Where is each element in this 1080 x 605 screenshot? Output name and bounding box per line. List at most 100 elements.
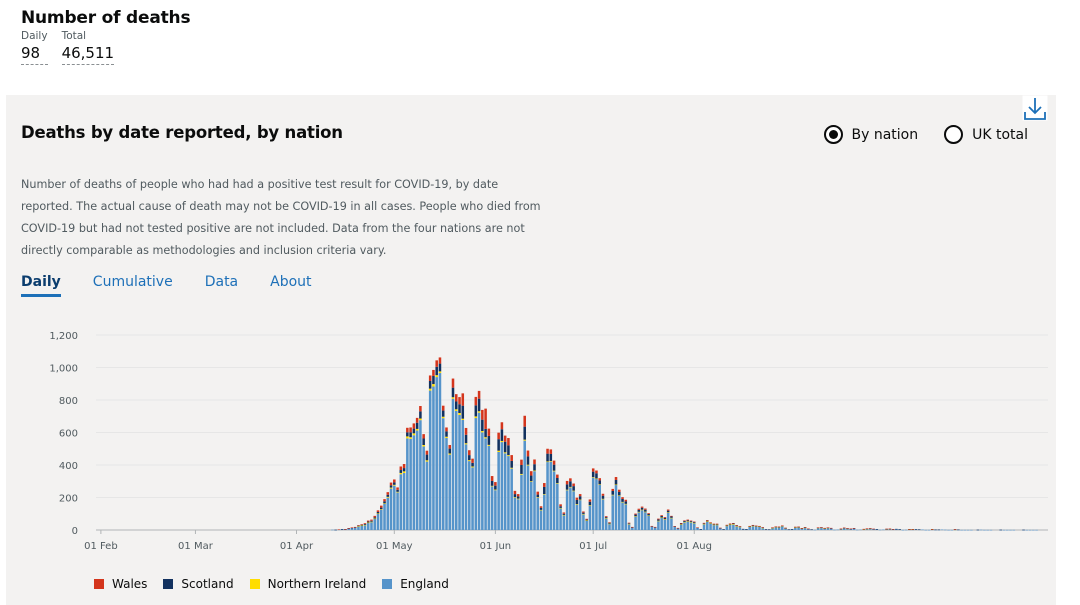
bar-segment-england bbox=[415, 430, 419, 530]
bar-segment-england bbox=[373, 518, 377, 531]
bar-segment-england bbox=[709, 523, 712, 530]
legend-label-wales: Wales bbox=[112, 577, 148, 591]
bar-segment-england bbox=[510, 468, 513, 530]
bar-segment-england bbox=[774, 527, 778, 530]
bar-segment-england bbox=[419, 420, 422, 530]
bar-segment-england bbox=[803, 527, 807, 530]
bar-segment-wales bbox=[624, 499, 628, 502]
tab-about[interactable]: About bbox=[270, 274, 312, 290]
bar-segment-scotland bbox=[725, 525, 729, 526]
bar-segment-wales bbox=[344, 529, 347, 530]
bar-segment-england bbox=[647, 515, 650, 530]
bar-segment-wales bbox=[363, 523, 367, 524]
bar-segment-scotland bbox=[699, 529, 703, 530]
bar-segment-wales bbox=[458, 397, 461, 405]
bar-segment-wales bbox=[888, 528, 892, 530]
bar-segment-wales bbox=[451, 378, 455, 388]
legend-item-england[interactable]: England bbox=[382, 577, 449, 591]
bar-segment-wales bbox=[484, 408, 487, 429]
bar-segment-wales bbox=[829, 527, 833, 529]
bar-segment-scotland bbox=[595, 473, 598, 479]
bar-segment-wales bbox=[738, 526, 742, 527]
bar-segment-northern-ireland bbox=[412, 433, 416, 436]
bar-segment-scotland bbox=[686, 520, 690, 522]
bar-segment-wales bbox=[353, 526, 357, 528]
bar-segment-northern-ireland bbox=[748, 526, 751, 528]
y-tick-label: 1,200 bbox=[49, 331, 78, 342]
bar-segment-scotland bbox=[569, 481, 572, 487]
bar-segment-scotland bbox=[503, 441, 507, 453]
bar-segment-scotland bbox=[598, 480, 601, 485]
radio-by-nation[interactable]: By nation bbox=[823, 125, 918, 144]
bar-segment-northern-ireland bbox=[477, 411, 481, 413]
legend-item-northern-ireland[interactable]: Northern Ireland bbox=[249, 577, 367, 591]
bar-segment-scotland bbox=[510, 460, 513, 468]
daily-value[interactable]: 98 bbox=[21, 43, 48, 65]
tab-cumulative[interactable]: Cumulative bbox=[92, 274, 173, 290]
bar-segment-northern-ireland bbox=[572, 490, 575, 492]
bar-segment-northern-ireland bbox=[435, 375, 438, 378]
bar-segment-scotland bbox=[787, 529, 791, 530]
x-tick-label: 01 May bbox=[376, 541, 413, 552]
bar-segment-england bbox=[660, 517, 663, 530]
bar-segment-wales bbox=[953, 529, 957, 530]
bar-segment-northern-ireland bbox=[774, 526, 778, 528]
bar-segment-england bbox=[543, 494, 546, 530]
legend-swatch-northern-ireland bbox=[249, 579, 260, 589]
y-tick-label: 1,000 bbox=[49, 364, 78, 375]
bar-segment-scotland bbox=[529, 475, 533, 482]
bar-segment-england bbox=[409, 438, 412, 530]
bar-segment-wales bbox=[758, 525, 761, 527]
bar-segment-scotland bbox=[464, 434, 468, 444]
bar-segment-england bbox=[869, 528, 872, 530]
bar-segment-northern-ireland bbox=[529, 481, 533, 482]
bar-segment-wales bbox=[588, 499, 592, 502]
bar-segment-northern-ireland bbox=[451, 397, 455, 399]
legend-item-wales[interactable]: Wales bbox=[94, 577, 147, 591]
bar-segment-england bbox=[940, 529, 944, 531]
bar-segment-northern-ireland bbox=[715, 524, 719, 526]
headline-stats: Daily 98 Total 46,511 bbox=[21, 30, 190, 65]
bar-segment-northern-ireland bbox=[399, 472, 403, 475]
bar-segment-wales bbox=[399, 466, 403, 471]
bar-segment-wales bbox=[432, 369, 435, 376]
bar-segment-scotland bbox=[543, 486, 546, 495]
radio-uk-total[interactable]: UK total bbox=[944, 125, 1028, 144]
bar-segment-england bbox=[569, 487, 572, 530]
bar-segment-england bbox=[559, 508, 562, 530]
bar-segment-northern-ireland bbox=[758, 526, 761, 528]
total-value[interactable]: 46,511 bbox=[61, 43, 115, 65]
download-button[interactable] bbox=[1022, 95, 1048, 123]
bar-segment-scotland bbox=[578, 496, 582, 500]
bar-segment-england bbox=[471, 467, 474, 530]
bar-segment-northern-ireland bbox=[709, 523, 712, 524]
bar-segment-wales bbox=[673, 526, 676, 527]
bar-segment-northern-ireland bbox=[608, 523, 611, 525]
bar-segment-northern-ireland bbox=[396, 491, 399, 493]
bar-segment-northern-ireland bbox=[670, 517, 673, 519]
legend-item-scotland[interactable]: Scotland bbox=[163, 577, 234, 591]
bar-segment-scotland bbox=[425, 454, 429, 461]
bar-segment-scotland bbox=[702, 523, 706, 524]
bar-segment-england bbox=[347, 528, 350, 530]
bar-segment-scotland bbox=[357, 525, 360, 527]
bar-segment-wales bbox=[406, 427, 409, 433]
bar-segment-england bbox=[927, 529, 931, 531]
bar-segment-wales bbox=[728, 523, 732, 525]
bar-segment-wales bbox=[487, 428, 491, 436]
bar-segment-scotland bbox=[448, 448, 452, 454]
bar-segment-scotland bbox=[618, 491, 621, 496]
bar-segment-northern-ireland bbox=[777, 527, 781, 528]
tab-data[interactable]: Data bbox=[204, 274, 239, 290]
bar-segment-scotland bbox=[441, 410, 445, 417]
bar-segment-england bbox=[595, 478, 598, 530]
bar-segment-england bbox=[526, 465, 530, 530]
legend-label-northern-ireland: Northern Ireland bbox=[267, 577, 367, 591]
bar-segment-england bbox=[650, 526, 654, 530]
bar-segment-wales bbox=[823, 527, 826, 529]
tab-daily[interactable]: Daily bbox=[21, 274, 61, 297]
bar-segment-scotland bbox=[601, 495, 605, 499]
bar-segment-england bbox=[627, 523, 631, 530]
bar-segment-scotland bbox=[957, 529, 960, 531]
bar-segment-england bbox=[523, 440, 526, 531]
